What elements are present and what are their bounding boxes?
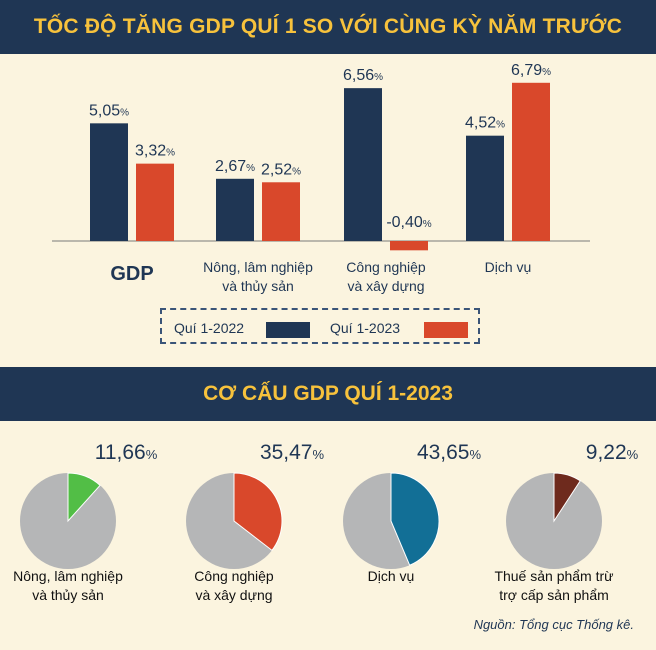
- category-label: Công nghiệp: [346, 259, 426, 275]
- bar-value-label: 3,32%: [135, 143, 175, 160]
- pie-category-label: Nông, lâm nghiệp: [13, 568, 123, 584]
- bar-2022-3: [466, 135, 504, 241]
- pie-value-label: 9,22%: [586, 441, 639, 464]
- bar-2023-2: [390, 241, 428, 251]
- bar-2022-1: [216, 178, 254, 241]
- legend-swatch-2023: [424, 322, 468, 338]
- pie-value-label: 11,66%: [95, 441, 158, 464]
- bar-value-label: 2,52%: [261, 161, 301, 178]
- gdp-growth-bar-chart: 5,05% 2,67% 6,56% 4,52% 3,32% 2,52% -0,40% 6,79…: [52, 62, 590, 294]
- pie-slice-2: [390, 472, 440, 566]
- pie-category-label: và xây dựng: [195, 587, 272, 603]
- category-label: Nông, lâm nghiệp: [203, 259, 313, 275]
- source-note: Nguồn: Tổng cục Thống kê.: [473, 617, 634, 632]
- pie-value-label: 43,65%: [417, 441, 482, 464]
- pie-category-label: Công nghiệp: [194, 568, 274, 584]
- chart-legend: Quí 1-2022 Quí 1-2023: [160, 308, 480, 344]
- pie-value-label: 35,47%: [260, 441, 325, 464]
- category-label: Dịch vụ: [485, 259, 532, 275]
- bar-2023-1: [262, 182, 300, 241]
- pie-chart-title: CƠ CẤU GDP QUÍ 1-2023: [0, 367, 656, 421]
- pie-slice-1: [233, 472, 283, 552]
- bar-2023-0: [136, 163, 174, 241]
- pie-category-label: trợ cấp sản phẩm: [499, 587, 609, 603]
- bar-value-label: -0,40%: [386, 214, 431, 231]
- bar-2022-0: [90, 123, 128, 241]
- gdp-structure-pie-charts: 11,66% Nông, lâm nghiệp và thủy sản 35,47% C…: [13, 441, 639, 603]
- pie-category-label: Thuế sản phẩm trừ: [494, 568, 613, 584]
- pie-category-label: và thủy sản: [32, 587, 104, 603]
- bar-value-label: 6,56%: [343, 67, 383, 84]
- pie-category-label: Dịch vụ: [368, 568, 415, 584]
- bar-chart-title: TỐC ĐỘ TĂNG GDP QUÍ 1 SO VỚI CÙNG KỲ NĂM…: [0, 0, 656, 54]
- bar-2022-2: [344, 88, 382, 241]
- legend-label-2023: Quí 1-2023: [330, 320, 401, 336]
- category-label: GDP: [110, 263, 153, 285]
- legend-swatch-2022: [266, 322, 310, 338]
- category-label: và xây dựng: [347, 278, 424, 294]
- category-label: và thủy sản: [222, 278, 294, 294]
- bar-2023-3: [512, 82, 550, 241]
- bar-value-label: 4,52%: [465, 115, 505, 132]
- bar-value-label: 6,79%: [511, 62, 551, 79]
- legend-label-2022: Quí 1-2022: [174, 320, 245, 336]
- pie-slice-3: [553, 472, 581, 523]
- bar-value-label: 5,05%: [89, 102, 129, 119]
- bar-value-label: 2,67%: [215, 158, 255, 175]
- pie-slice-0: [67, 472, 101, 523]
